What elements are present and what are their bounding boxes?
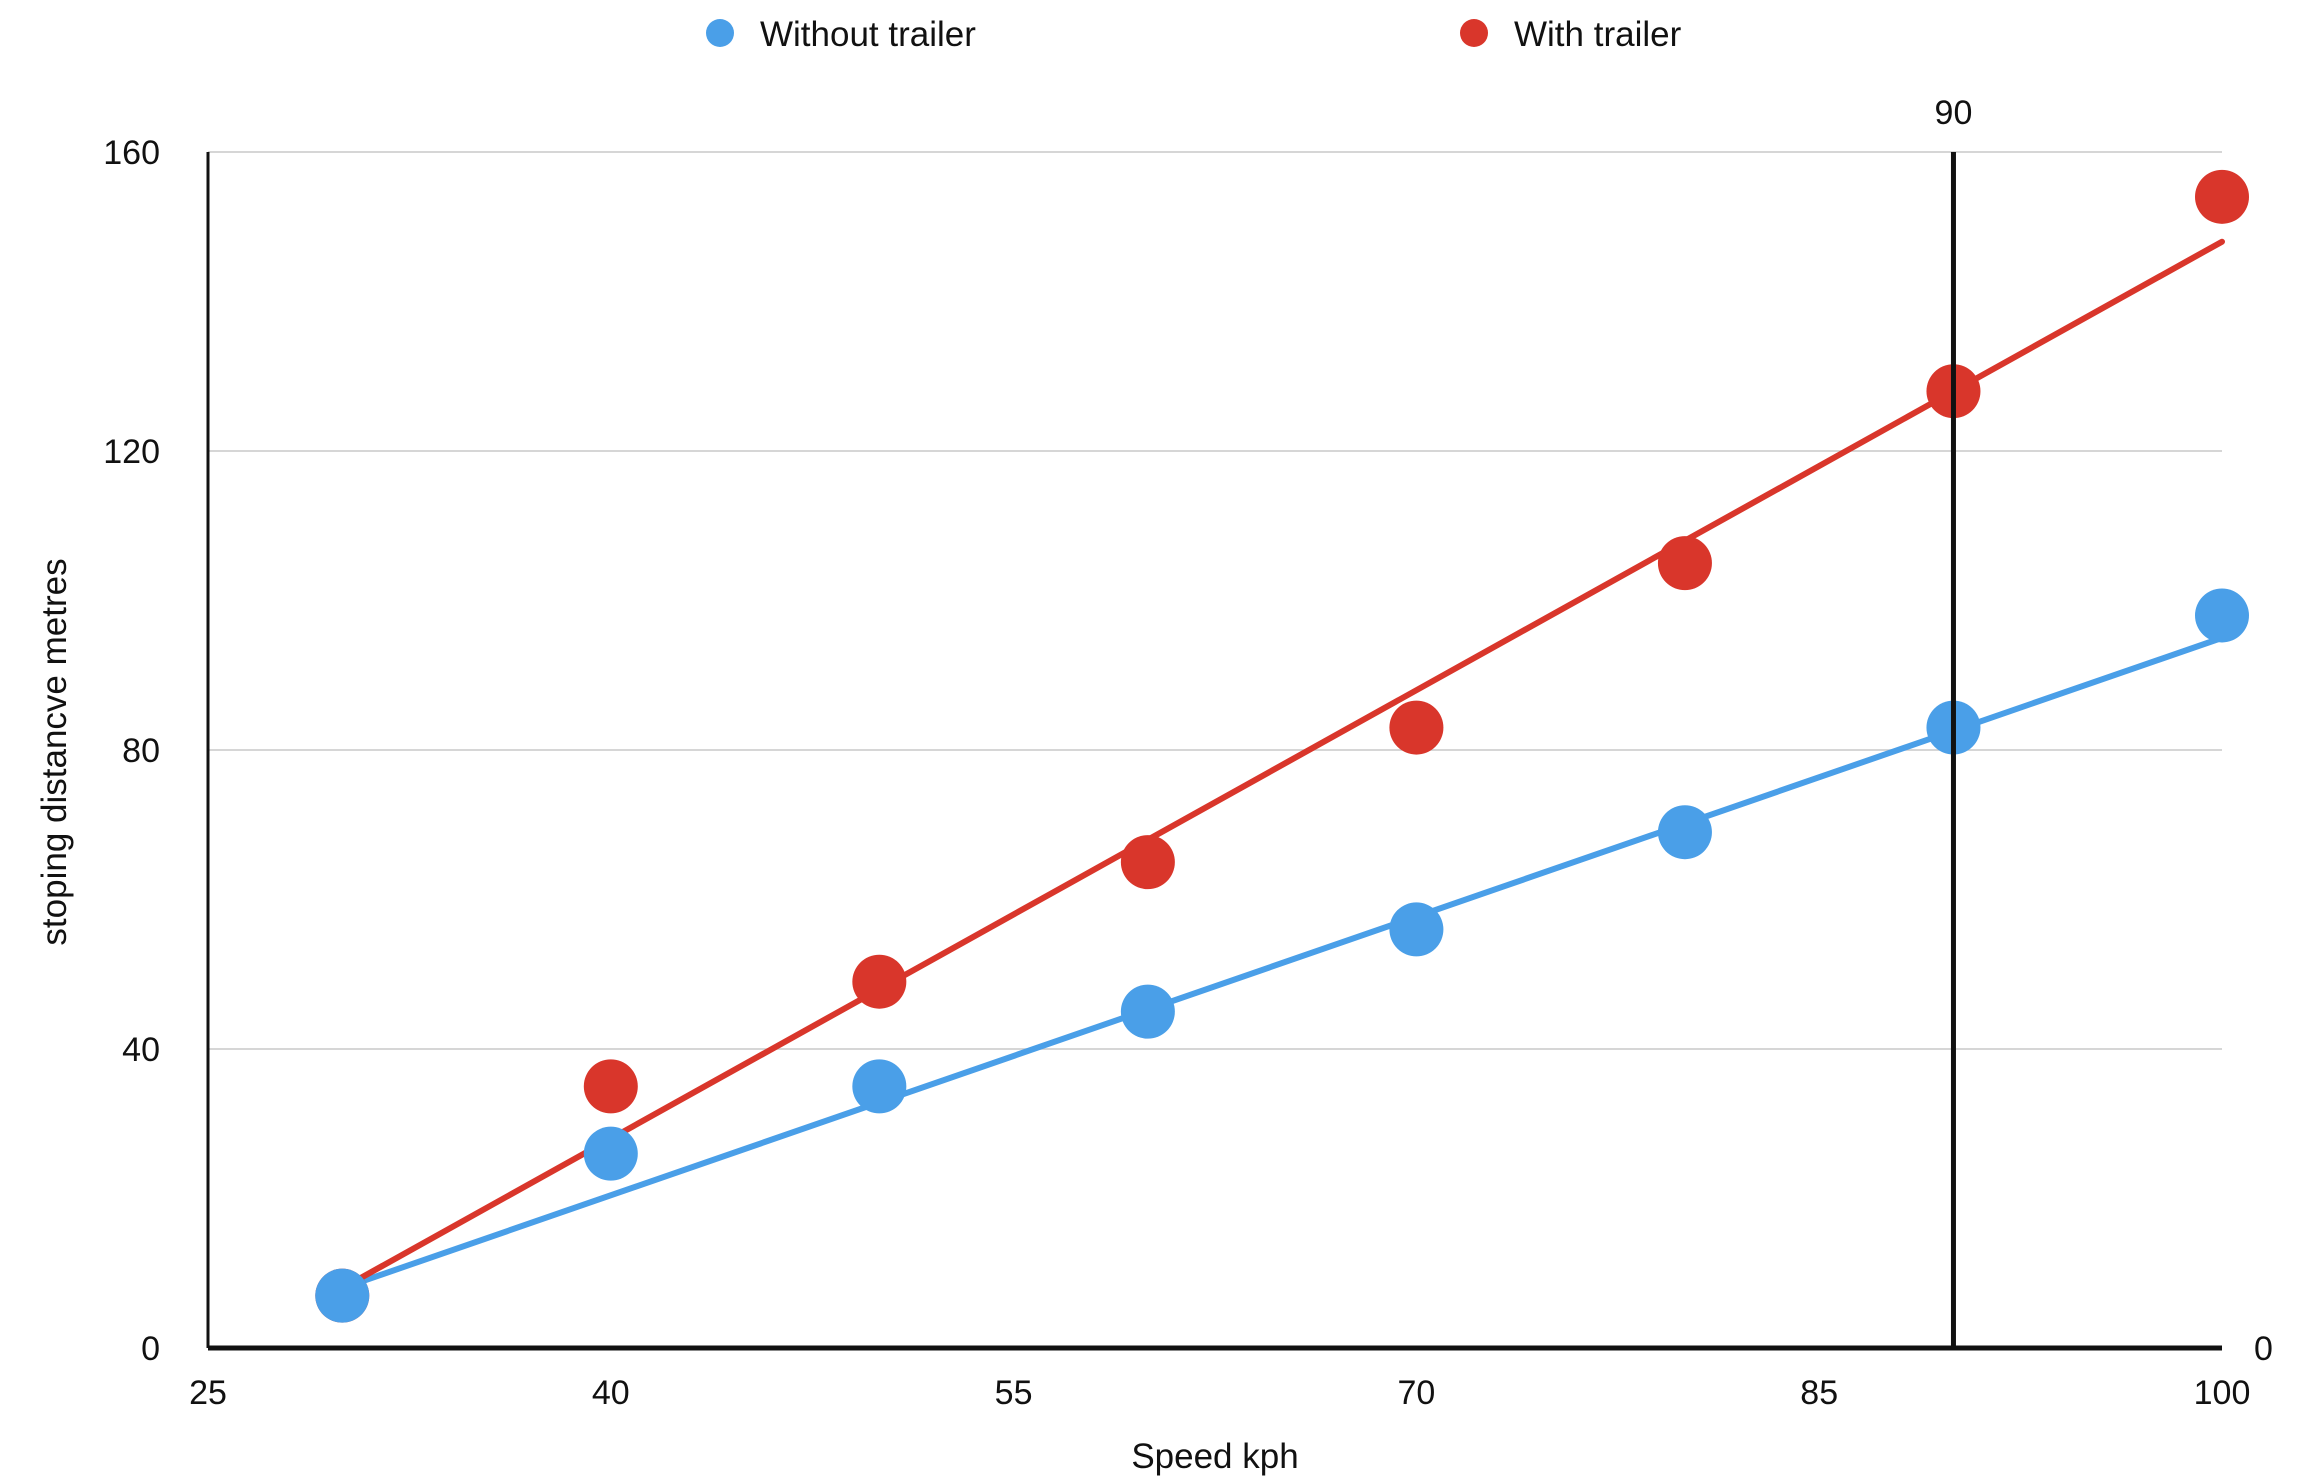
data-point <box>1389 902 1444 957</box>
data-point <box>583 1126 638 1181</box>
data-point <box>1389 700 1444 755</box>
legend-label-with-trailer: With trailer <box>1514 15 1682 54</box>
data-point <box>852 954 907 1009</box>
reference-line-label: 90 <box>1935 94 1973 132</box>
data-point <box>2195 169 2249 224</box>
gridlines <box>208 151 2222 1050</box>
points-without-trailer <box>315 588 2249 1323</box>
secondary-y-axis-tick: 0 <box>2254 1330 2273 1368</box>
y-tick-label: 0 <box>141 1330 160 1368</box>
x-tick-label: 25 <box>189 1374 227 1412</box>
y-tick-label: 120 <box>103 433 160 471</box>
data-point <box>1120 984 1175 1039</box>
legend-label-without-trailer: Without trailer <box>760 15 976 54</box>
reference-line-layer: 90 <box>1935 94 1973 1348</box>
data-point <box>1657 805 1712 860</box>
x-tick-label: 100 <box>2194 1374 2251 1412</box>
data-point <box>583 1059 638 1114</box>
y-tick-label: 80 <box>122 732 160 770</box>
legend: Without trailer With trailer <box>706 15 1682 54</box>
legend-marker-with-trailer <box>1460 19 1488 47</box>
x-axis-title: Speed kph <box>1131 1437 1298 1476</box>
x-tick-label: 55 <box>995 1374 1033 1412</box>
x-axis-ticks: 25 40 55 70 85 100 <box>189 1374 2250 1412</box>
data-point <box>1120 835 1175 890</box>
data-point <box>852 1059 907 1114</box>
y-tick-label: 160 <box>103 134 160 172</box>
x-tick-label: 85 <box>1800 1374 1838 1412</box>
data-point <box>1657 536 1712 591</box>
x-tick-label: 70 <box>1397 1374 1435 1412</box>
data-point <box>315 1268 370 1323</box>
y-axis-ticks: 0 40 80 120 160 <box>103 134 160 1368</box>
legend-marker-without-trailer <box>706 19 734 47</box>
axes <box>206 152 2222 1351</box>
series-without-trailer <box>339 634 2225 1292</box>
y-tick-label: 40 <box>122 1031 160 1069</box>
y-axis-title: stoping distancve metres <box>35 558 74 945</box>
series-layer <box>315 169 2249 1323</box>
series-with-trailer <box>339 238 2225 1292</box>
trendline <box>339 634 2225 1292</box>
trendline <box>339 238 2225 1292</box>
x-tick-label: 40 <box>592 1374 630 1412</box>
data-point <box>2195 588 2249 643</box>
